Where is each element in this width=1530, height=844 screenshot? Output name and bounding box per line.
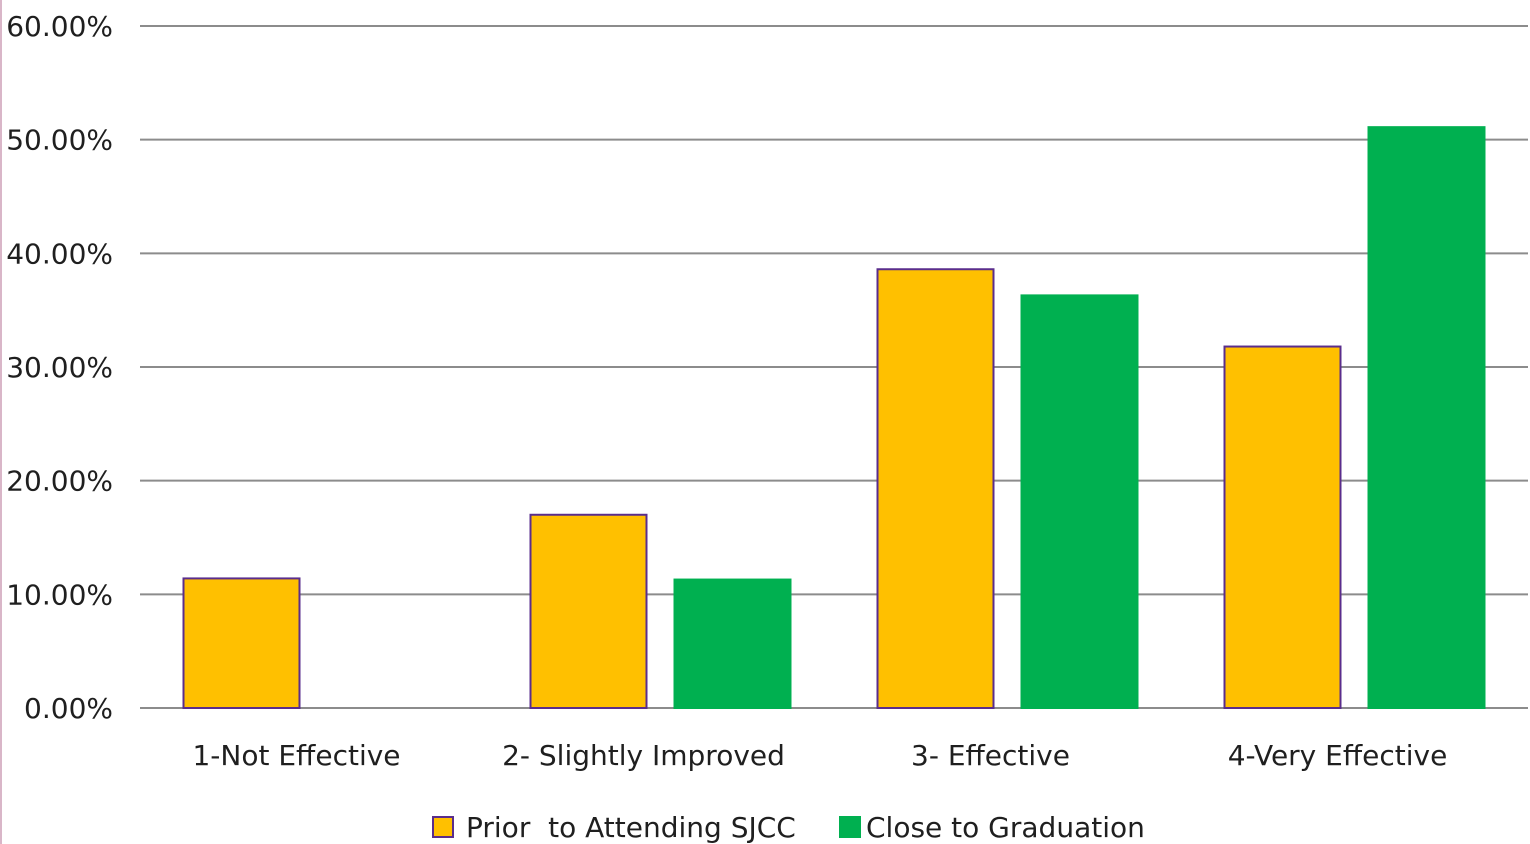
- y-tick-label: 10.00%: [6, 578, 113, 611]
- bar-graduation-2: [673, 578, 792, 709]
- y-tick-label: 50.00%: [6, 124, 113, 157]
- bar-graduation-4: [1367, 126, 1486, 709]
- y-tick-label: 30.00%: [6, 351, 113, 384]
- y-tick-label: 60.00%: [6, 10, 113, 43]
- x-category-label: 3- Effective: [911, 739, 1070, 772]
- bar-prior-3: [876, 268, 995, 709]
- bar-graduation-3: [1020, 294, 1139, 709]
- legend-label-prior: Prior to Attending SJCC: [466, 811, 796, 844]
- y-axis-tick-labels: 0.00% 10.00% 20.00% 30.00% 40.00% 50.00% 60.00…: [6, 10, 113, 725]
- x-category-label: 2- Slightly Improved: [502, 739, 785, 772]
- left-edge-line: [0, 0, 2, 844]
- legend: Prior to Attending SJCC Close to Graduati…: [432, 811, 1145, 844]
- bars: [182, 126, 1486, 709]
- bar-prior-4: [1223, 345, 1342, 709]
- x-axis-category-labels: 1-Not Effective 2- Slightly Improved 3- Ef…: [192, 739, 1447, 772]
- y-tick-label: 40.00%: [6, 237, 113, 270]
- legend-swatch-graduation: [839, 816, 861, 838]
- y-tick-label: 20.00%: [6, 465, 113, 498]
- y-tick-label: 0.00%: [24, 692, 113, 725]
- bar-prior-2: [529, 513, 648, 709]
- legend-label-graduation: Close to Graduation: [866, 811, 1145, 844]
- x-category-label: 4-Very Effective: [1228, 739, 1448, 772]
- x-category-label: 1-Not Effective: [192, 739, 400, 772]
- bar-prior-1: [182, 577, 301, 709]
- legend-swatch-prior: [432, 816, 454, 838]
